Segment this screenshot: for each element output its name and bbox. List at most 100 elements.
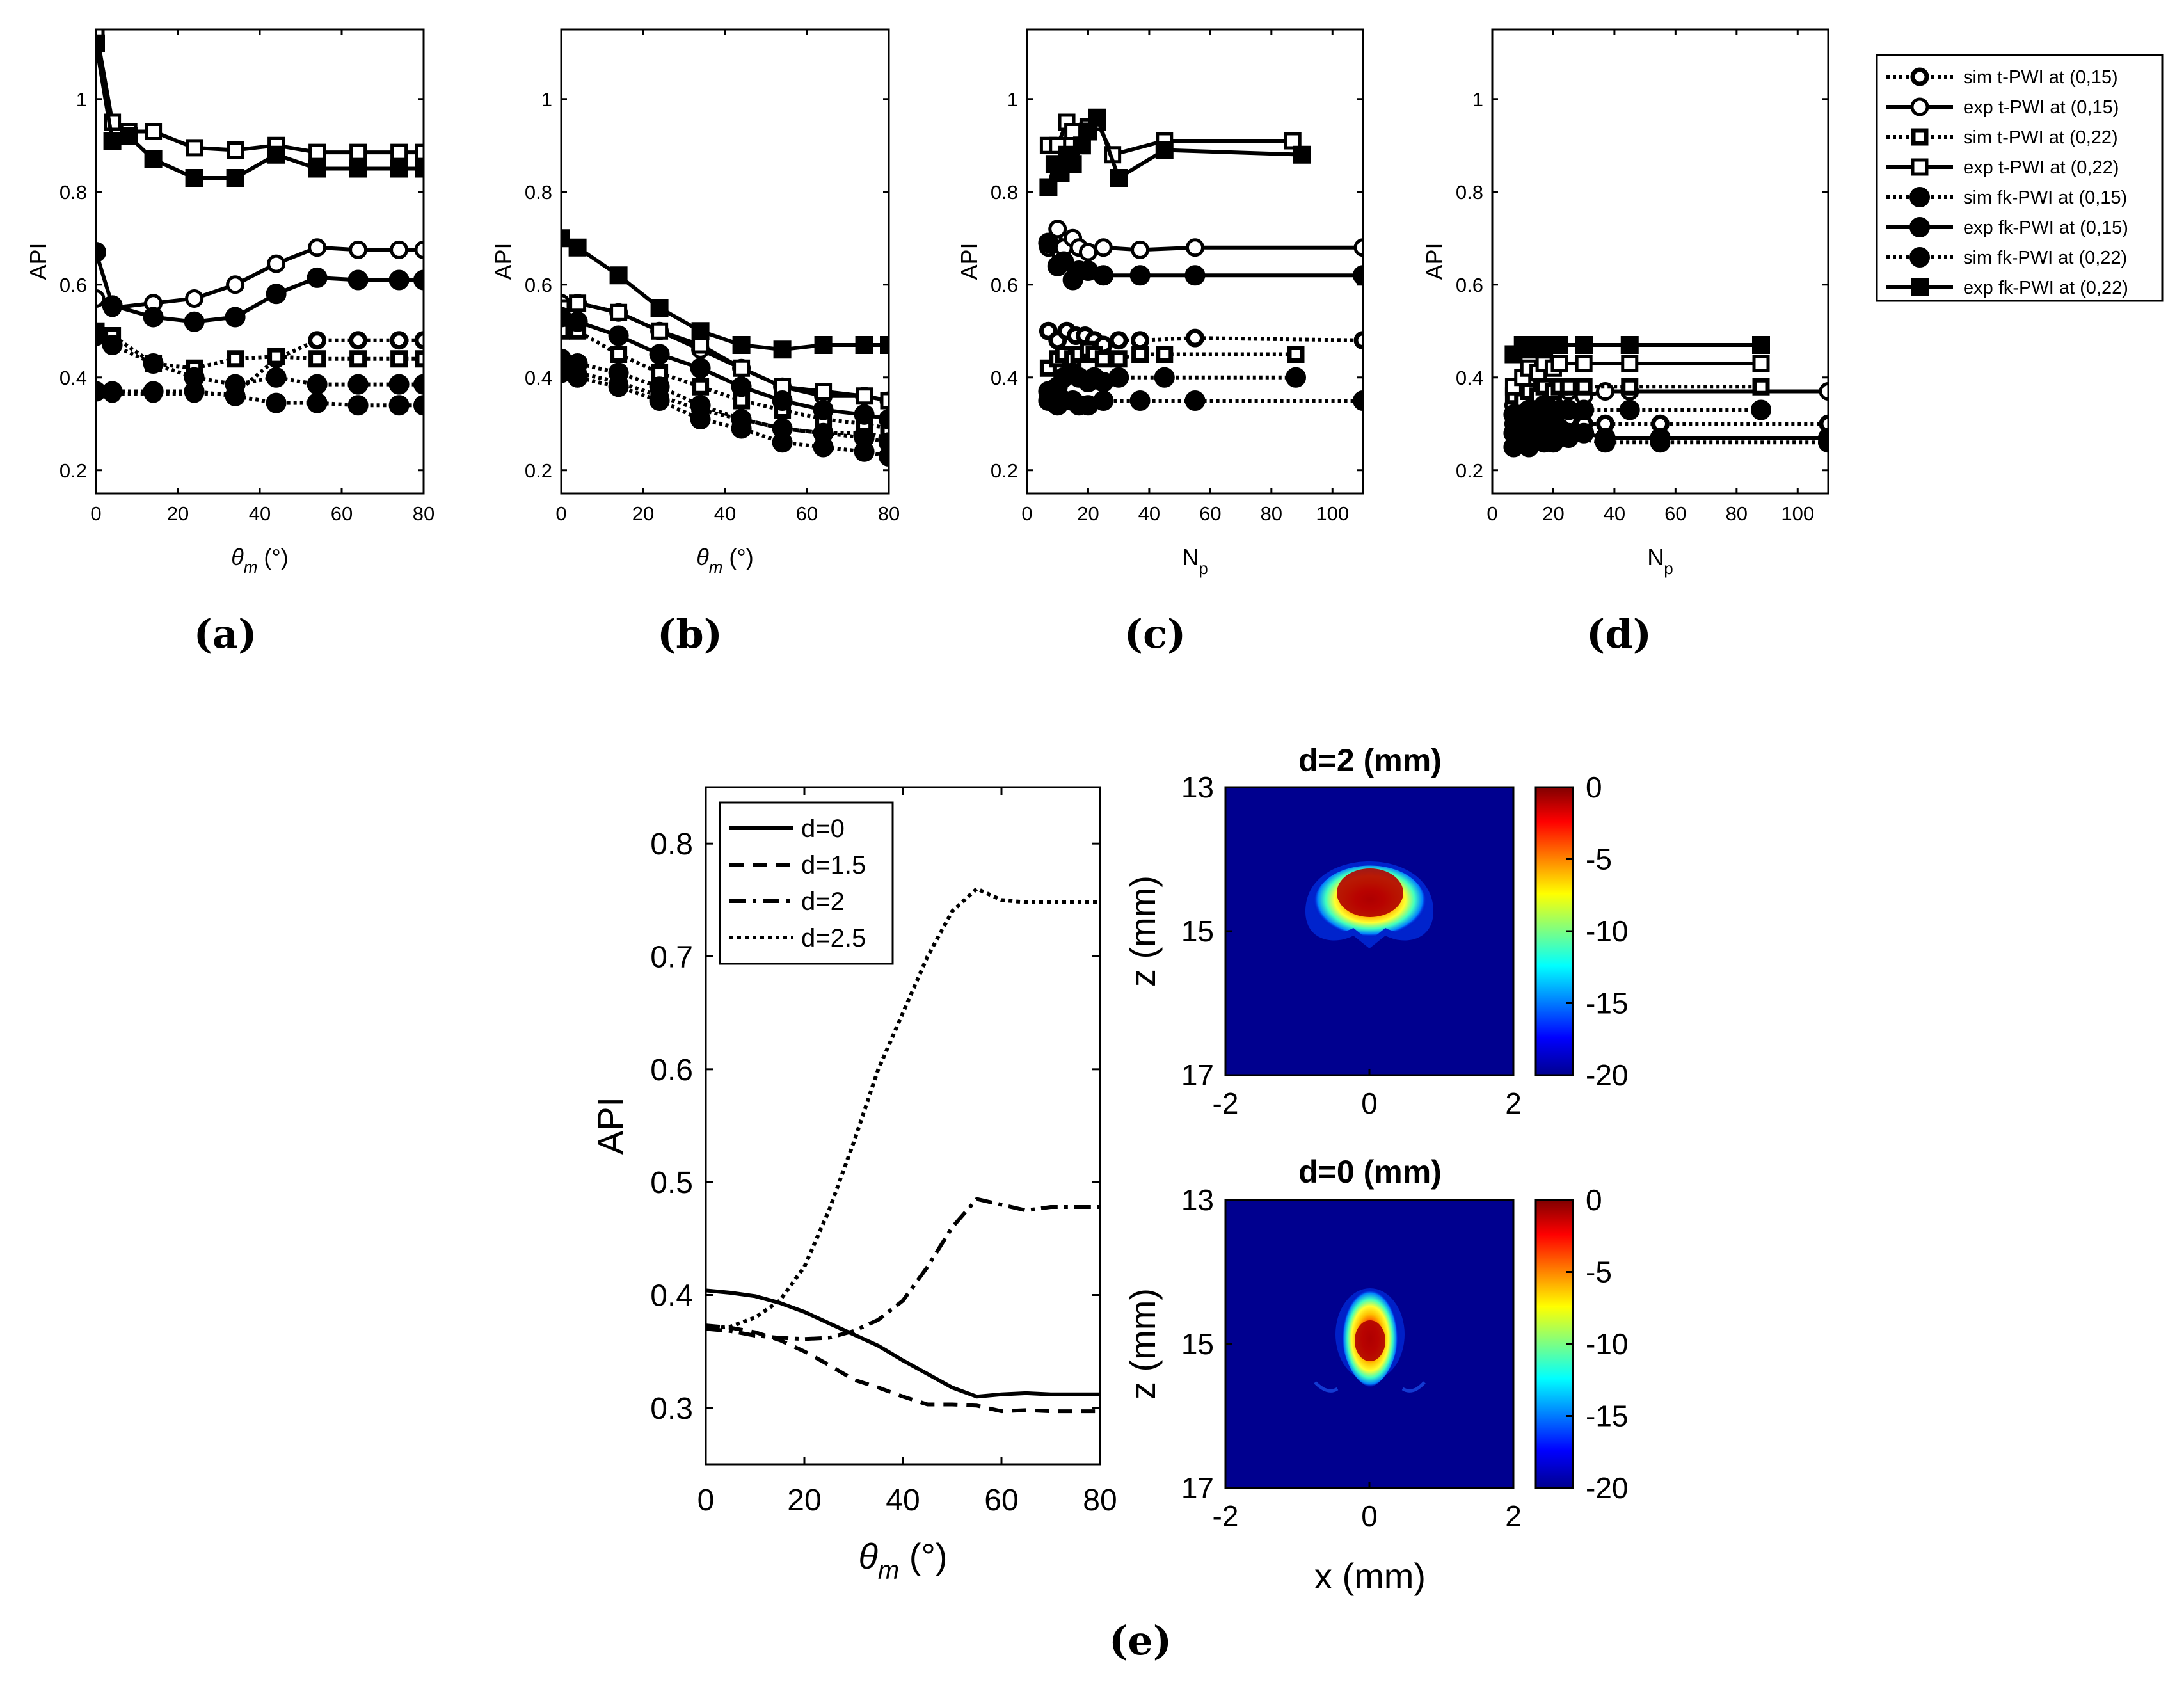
data-point-d-7-7 <box>1575 336 1593 354</box>
colorbar-tick-label: -5 <box>1586 843 1612 876</box>
data-point-c-3-9 <box>1284 132 1302 150</box>
series-line-e-2 <box>705 1197 1100 1341</box>
series-line-b-2 <box>561 329 889 431</box>
x-tick-label: 80 <box>1083 1483 1117 1517</box>
data-point-a-5-3 <box>184 311 205 332</box>
data-point-c-7-8 <box>1110 169 1128 187</box>
legend-marker <box>1909 217 1930 237</box>
x-axis-label: Np <box>1182 544 1208 578</box>
y-tick-label: 0.5 <box>650 1166 693 1200</box>
data-point-a-4-1 <box>102 381 123 402</box>
legend-entry: exp fk-PWI at (0,15) <box>1886 217 2128 238</box>
colormap-d2-peak <box>1337 868 1403 917</box>
data-point-b-7-1 <box>568 238 587 257</box>
legend-label: exp fk-PWI at (0,15) <box>1963 218 2128 238</box>
series-line-c-6 <box>1048 371 1296 394</box>
series-line-b-5 <box>561 315 889 421</box>
x-tick-label: 20 <box>632 502 654 525</box>
data-point-c-0-8 <box>1131 331 1150 350</box>
data-point-a-6-3 <box>184 367 205 388</box>
series-line-a-6 <box>96 333 424 387</box>
y-axis-label: API <box>1421 243 1447 280</box>
legend-e-label: d=2.5 <box>801 924 866 952</box>
plot-frame-d <box>1491 28 1829 495</box>
data-point-b-7-2 <box>609 266 628 285</box>
data-point-d-3-6 <box>1550 355 1568 372</box>
x-tick-label: 60 <box>1199 502 1221 525</box>
data-point-a-7-1 <box>103 132 122 150</box>
data-point-a-6-1 <box>102 335 123 355</box>
y-tick-label: 17 <box>1181 1059 1214 1092</box>
data-point-d-6-8 <box>1574 399 1595 420</box>
data-point-c-3-3 <box>1064 123 1082 140</box>
y-tick-label: 0.6 <box>991 274 1018 296</box>
data-point-b-6-2 <box>608 362 629 383</box>
data-point-b-5-6 <box>772 390 793 411</box>
data-point-a-6-7 <box>347 374 369 395</box>
data-point-a-5-2 <box>143 307 164 328</box>
data-point-b-3-9 <box>880 392 889 410</box>
data-point-b-5-8 <box>854 404 875 425</box>
data-point-a-3-0 <box>96 29 105 38</box>
x-tick-label: 0 <box>90 502 101 525</box>
y-tick-label: 13 <box>1181 771 1214 804</box>
series-line-b-0 <box>561 366 889 440</box>
data-point-a-1-0 <box>96 289 106 308</box>
y-tick-label: 0.4 <box>60 367 87 389</box>
data-point-a-7-3 <box>144 150 163 168</box>
data-point-a-1-5 <box>267 254 286 273</box>
data-point-c-4-9 <box>1353 390 1363 411</box>
data-point-c-6-8 <box>1108 367 1129 388</box>
data-point-b-7-4 <box>691 322 710 340</box>
data-point-a-7-2 <box>120 127 138 145</box>
data-point-d-5-9 <box>1595 428 1616 448</box>
data-point-b-3-1 <box>569 294 587 312</box>
data-point-d-1-11 <box>1819 382 1828 401</box>
y-axis-label: API <box>590 1097 630 1155</box>
data-point-a-4-6 <box>307 392 328 413</box>
data-point-a-6-5 <box>266 367 287 388</box>
x-tick-label: 40 <box>1138 502 1160 525</box>
colorbar-tick-label: 0 <box>1586 771 1602 804</box>
legend-e: d=0 d=1.5 d=2 d=2.5 <box>719 801 894 965</box>
colorbar-tick-label: -15 <box>1586 1400 1628 1433</box>
y-axis-label: z (mm) <box>1122 875 1163 987</box>
plot-frame-c <box>1026 28 1364 495</box>
data-point-c-2-8 <box>1110 350 1128 368</box>
y-tick-label: 0.4 <box>1456 367 1483 389</box>
x-tick-label: 60 <box>331 502 353 525</box>
data-point-c-5-9 <box>1353 265 1363 286</box>
data-point-d-7-8 <box>1620 336 1639 354</box>
legend-marker <box>1910 67 1929 86</box>
data-point-b-3-2 <box>610 303 628 321</box>
x-tick-label: 40 <box>714 502 736 525</box>
data-point-a-3-4 <box>186 139 203 157</box>
series-line-a-5 <box>96 252 424 324</box>
data-point-c-5-2 <box>1053 251 1074 272</box>
y-tick-label: 0.6 <box>525 274 552 296</box>
data-point-b-5-1 <box>567 311 588 332</box>
y-tick-label: 1 <box>1007 88 1018 111</box>
data-point-c-1-7 <box>1131 240 1150 259</box>
data-point-d-2-8 <box>1575 378 1593 396</box>
data-point-a-5-1 <box>102 295 123 316</box>
data-point-b-5-5 <box>731 376 752 397</box>
x-axis-label: θm (°) <box>231 544 289 577</box>
legend-entry: sim t-PWI at (0,15) <box>1886 67 2118 88</box>
data-point-a-1-7 <box>349 240 368 259</box>
data-point-a-7-0 <box>96 34 105 52</box>
data-point-a-6-2 <box>143 353 164 374</box>
data-point-c-6-10 <box>1286 367 1306 388</box>
data-point-a-5-5 <box>266 284 287 305</box>
data-point-a-5-8 <box>388 269 410 291</box>
x-tick-label: 80 <box>1261 502 1282 525</box>
legend-e-label: d=0 <box>801 815 845 843</box>
colorbar-tick-label: -20 <box>1586 1059 1628 1092</box>
data-point-c-2-11 <box>1287 346 1305 363</box>
x-tick-label: 40 <box>886 1483 920 1517</box>
x-tick-label: 80 <box>413 502 434 525</box>
data-point-d-7-9 <box>1752 336 1770 354</box>
